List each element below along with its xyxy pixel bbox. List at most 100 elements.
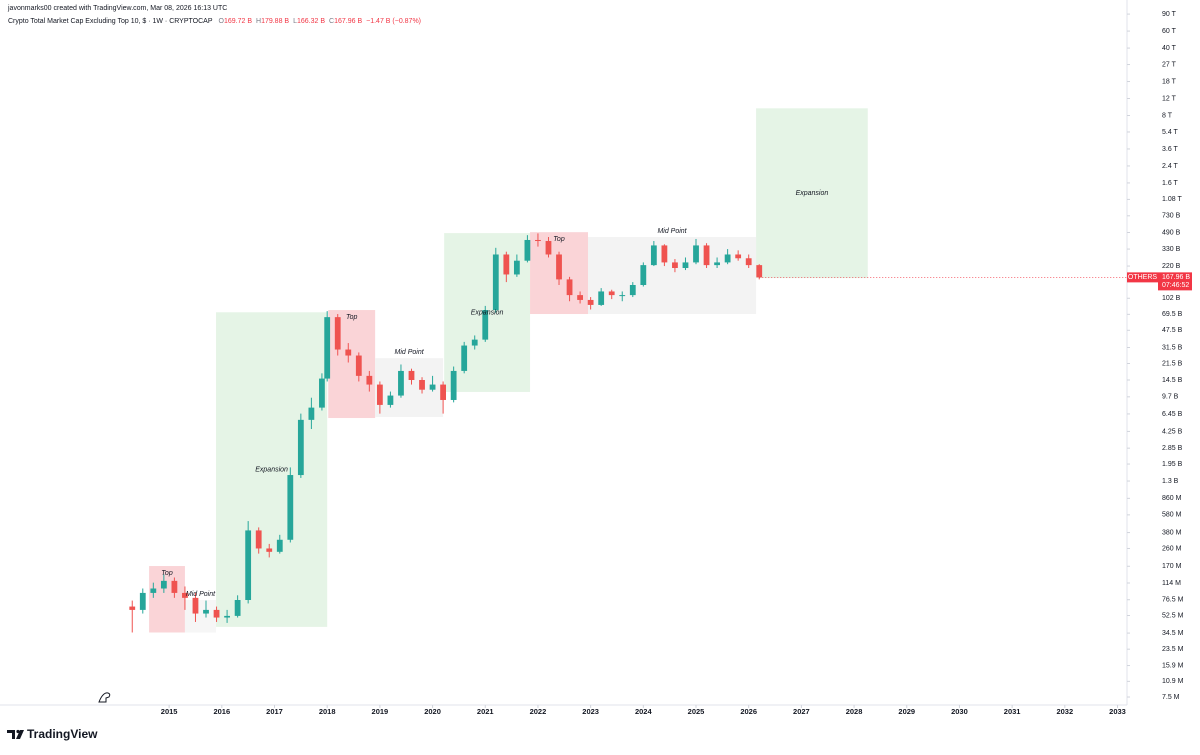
candle-body bbox=[450, 370, 457, 400]
candle-body bbox=[319, 378, 325, 408]
ohlc-key: C bbox=[329, 18, 334, 25]
candle-body bbox=[556, 254, 562, 280]
y-tick-label: 7.5 M bbox=[1162, 694, 1180, 701]
price-tag-symbol: OTHERS bbox=[1128, 274, 1158, 281]
candle-body bbox=[266, 548, 273, 552]
candle-body bbox=[714, 262, 720, 266]
annotation-box bbox=[184, 600, 217, 633]
y-tick-label: 90 T bbox=[1162, 11, 1177, 18]
candle-body bbox=[376, 384, 383, 405]
y-tick-label: 3.6 T bbox=[1162, 146, 1179, 153]
y-tick-label: 1.6 T bbox=[1162, 180, 1179, 187]
candle-body bbox=[640, 265, 647, 285]
plot-area: Top Mid Point Expansion Top Mid Point Expansi… bbox=[129, 108, 868, 633]
y-tick-label: 102 B bbox=[1162, 295, 1181, 302]
candle-body bbox=[492, 254, 499, 311]
logo-text: TradingView bbox=[27, 727, 98, 741]
candle-body bbox=[419, 379, 425, 390]
y-tick-label: 730 B bbox=[1162, 213, 1181, 220]
y-tick-label: 12 T bbox=[1162, 95, 1177, 102]
annotation-label: Expansion bbox=[471, 309, 504, 316]
candle-body bbox=[308, 407, 315, 420]
y-tick-label: 1.08 T bbox=[1162, 196, 1182, 203]
y-tick-label: 1.95 B bbox=[1162, 461, 1183, 468]
candle-body bbox=[545, 241, 552, 255]
annotation-box bbox=[216, 312, 328, 627]
y-tick-label: 170 M bbox=[1162, 563, 1182, 570]
annotation-label: Top bbox=[346, 314, 358, 321]
x-tick-label: 2033 bbox=[1109, 707, 1126, 716]
x-tick-label: 2016 bbox=[213, 707, 230, 716]
candle-body bbox=[182, 592, 188, 598]
x-tick-label: 2019 bbox=[372, 707, 389, 716]
candle-body bbox=[693, 245, 699, 263]
price-tag-countdown: 07:46:52 bbox=[1162, 282, 1189, 289]
candle-body bbox=[471, 339, 478, 346]
y-tick-label: 8 T bbox=[1162, 112, 1173, 119]
y-tick-label: 114 M bbox=[1162, 580, 1181, 587]
candle-body bbox=[429, 384, 436, 390]
candle-body bbox=[408, 370, 415, 380]
annotation-label: Mid Point bbox=[186, 591, 216, 598]
annotation-box bbox=[756, 108, 868, 279]
candle-body bbox=[139, 592, 146, 610]
candle-body bbox=[745, 258, 752, 266]
price-tag-price: 167.96 B bbox=[1162, 274, 1190, 281]
candle-body bbox=[160, 580, 167, 589]
x-tick-label: 2031 bbox=[1004, 707, 1021, 716]
ohlc-key: O bbox=[219, 18, 225, 25]
y-tick-label: 23.5 M bbox=[1162, 646, 1184, 653]
candle-body bbox=[756, 265, 763, 278]
candle-body bbox=[513, 260, 520, 275]
candle-body bbox=[224, 615, 230, 618]
y-tick-label: 15.9 M bbox=[1162, 662, 1184, 669]
candle-body bbox=[703, 245, 710, 266]
ohlc-value: 166.32 B bbox=[297, 18, 325, 25]
ohlc-value: 169.72 B bbox=[224, 18, 252, 25]
candle-body bbox=[724, 254, 731, 263]
annotation-box bbox=[149, 566, 185, 633]
x-tick-label: 2024 bbox=[635, 707, 653, 716]
y-tick-label: 6.45 B bbox=[1162, 411, 1183, 418]
logo bbox=[7, 729, 24, 739]
ohlc-key: L bbox=[293, 18, 297, 25]
y-tick-label: 9.7 B bbox=[1162, 394, 1179, 401]
change: −1.47 B (−0.87%) bbox=[366, 18, 421, 25]
candle-body bbox=[503, 254, 510, 275]
y-tick-label: 580 M bbox=[1162, 512, 1182, 519]
candle-body bbox=[629, 284, 636, 296]
y-tick-label: 47.5 B bbox=[1162, 327, 1183, 334]
candle-body bbox=[334, 317, 341, 350]
candle-body bbox=[355, 355, 362, 376]
y-tick-label: 860 M bbox=[1162, 495, 1182, 502]
candle-body bbox=[440, 384, 447, 400]
candle-body bbox=[535, 239, 541, 242]
candle-body bbox=[192, 597, 199, 614]
x-tick-label: 2028 bbox=[846, 707, 863, 716]
annotation-label: Mid Point bbox=[657, 228, 687, 235]
x-tick-label: 2018 bbox=[319, 707, 336, 716]
candle-body bbox=[650, 245, 657, 266]
candle-body bbox=[234, 600, 241, 616]
annotation-label: Expansion bbox=[255, 466, 288, 473]
ohlc-value: 179.88 B bbox=[261, 18, 289, 25]
annotation-label: Expansion bbox=[796, 190, 829, 197]
y-tick-label: 34.5 M bbox=[1162, 630, 1184, 637]
annotation-label: Top bbox=[161, 570, 173, 577]
y-tick-label: 220 B bbox=[1162, 263, 1181, 270]
y-tick-label: 380 M bbox=[1162, 529, 1182, 536]
y-tick-label: 14.5 B bbox=[1162, 377, 1183, 384]
y-tick-label: 2.85 B bbox=[1162, 445, 1183, 452]
candle-body bbox=[255, 530, 262, 549]
candle-body bbox=[661, 245, 668, 263]
y-tick-label: 76.5 M bbox=[1162, 597, 1184, 604]
candle-body bbox=[566, 279, 573, 296]
price-tag-bg bbox=[1158, 272, 1192, 291]
y-tick-label: 27 T bbox=[1162, 61, 1177, 68]
y-tick-label: 1.3 B bbox=[1162, 478, 1179, 485]
x-tick-label: 2021 bbox=[477, 707, 494, 716]
annotation-label: Mid Point bbox=[395, 349, 425, 356]
ohlc-key: H bbox=[256, 18, 261, 25]
